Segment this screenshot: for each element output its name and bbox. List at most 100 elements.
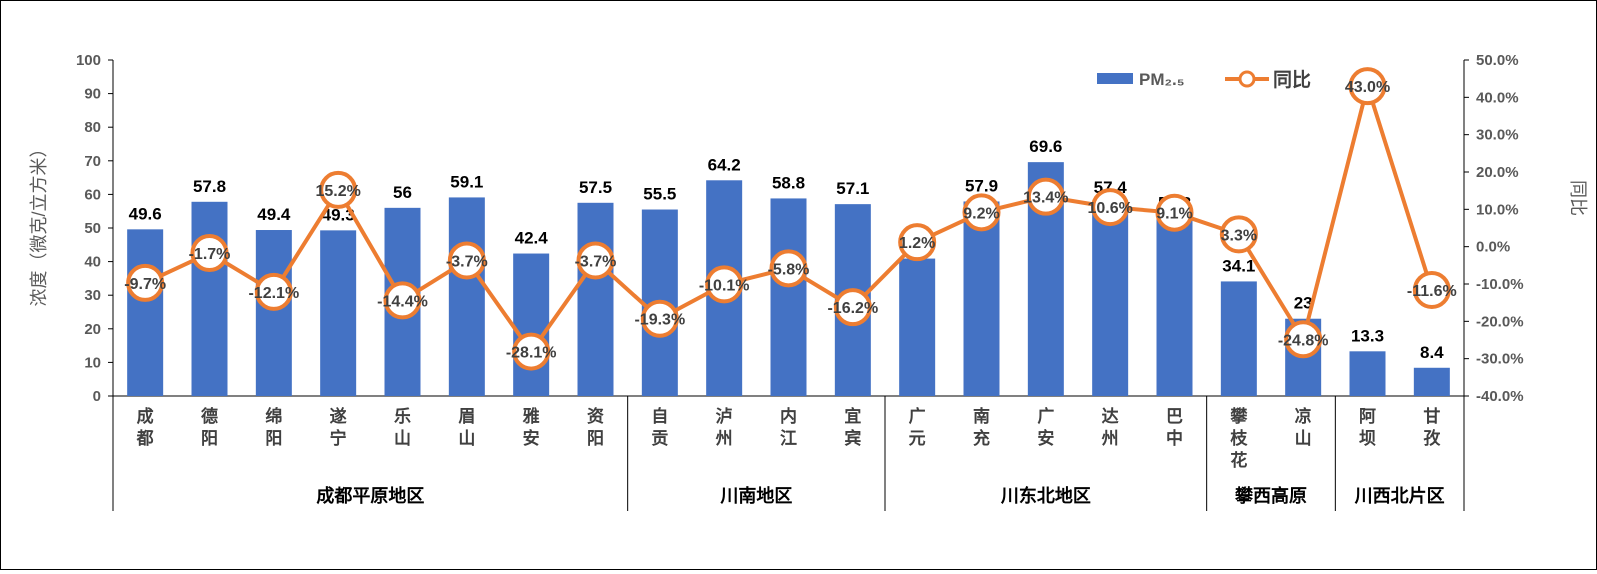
group-label: 川西北片区: [1354, 485, 1445, 506]
y-axis-title: 浓度（微克/立方米）: [29, 139, 49, 306]
bar-value-label: 13.3: [1351, 326, 1384, 345]
line-value-label: -24.8%: [1278, 332, 1329, 349]
line-value-label: -10.1%: [699, 277, 750, 294]
bar: [1156, 218, 1193, 396]
category-label: 凉山: [1295, 406, 1312, 448]
category-label: 乐山: [394, 407, 411, 448]
bar-value-label: 49.4: [257, 205, 291, 224]
bar: [1092, 203, 1129, 396]
line-marker: [447, 241, 486, 280]
bar: [127, 229, 164, 396]
bar-value-label: 56: [393, 183, 412, 202]
category-label: 成都: [136, 406, 154, 448]
category-label: 内江: [780, 406, 797, 448]
line-marker: [1348, 67, 1387, 106]
category-label: 广安: [1037, 406, 1054, 448]
bar-value-label: 42.4: [515, 229, 549, 248]
line-marker: [1091, 188, 1130, 227]
y-ticks-left: 0 10 20 30 40 50 60 70 80 90 100: [76, 52, 113, 405]
bar-value-label: 49.3: [322, 205, 355, 224]
line-value-label: 43.0%: [1345, 79, 1390, 96]
line-value-label: -14.4%: [377, 293, 428, 310]
bar: [1413, 367, 1450, 396]
bar: [899, 258, 936, 396]
line-value-label: 1.2%: [899, 235, 935, 252]
line-value-label: 15.2%: [315, 183, 360, 200]
line-value-label: -5.8%: [768, 261, 810, 278]
y2-tick-label: 20.0%: [1476, 164, 1519, 181]
line-value-label: 13.4%: [1023, 190, 1068, 207]
category-label: 德阳: [201, 406, 218, 448]
line-marker: [126, 263, 165, 302]
bar: [448, 197, 485, 396]
category-label: 雅安: [522, 406, 540, 448]
category-label: 攀枝花: [1229, 406, 1248, 470]
line-value-label: -1.7%: [189, 246, 231, 263]
line-marker: [1026, 177, 1065, 216]
category-label: 甘孜: [1423, 406, 1441, 448]
y2-tick-label: -10.0%: [1476, 276, 1524, 293]
line-marker: [640, 299, 679, 338]
y-tick-label: 80: [84, 119, 101, 136]
y-tick-label: 0: [93, 388, 101, 405]
y-tick-label: 60: [84, 186, 101, 203]
line-marker: [512, 332, 551, 371]
line-marker: [705, 265, 744, 304]
category-label: 达州: [1101, 406, 1119, 448]
y-tick-label: 40: [84, 254, 101, 271]
bar-value-label: 55.5: [643, 185, 676, 204]
bar-value-label: 57.9: [965, 176, 998, 195]
line-marker: [1219, 215, 1258, 254]
y-tick-label: 30: [84, 287, 101, 304]
line-marker: [1284, 320, 1323, 359]
y2-axis-title: 同比: [1568, 180, 1588, 216]
y2-tick-label: 30.0%: [1476, 127, 1519, 144]
group-labels: 成都平原地区 川南地区 川东北地区 攀西高原 川西北片区: [316, 396, 1445, 511]
bar: [255, 230, 292, 396]
line-value-label: -16.2%: [827, 300, 878, 317]
line-marker: [319, 170, 358, 209]
y2-tick-label: 50.0%: [1476, 52, 1519, 69]
category-label: 自贡: [651, 406, 668, 448]
legend: PM₂.₅ 同比: [1097, 69, 1311, 91]
line-value-label: 3.3%: [1221, 227, 1257, 244]
bar: [1349, 351, 1386, 396]
y2-tick-label: -40.0%: [1476, 388, 1524, 405]
line-value-label: -3.7%: [575, 253, 617, 270]
category-label: 资阳: [587, 406, 604, 448]
line-marker: [576, 241, 615, 280]
line-value-label: 9.2%: [963, 205, 999, 222]
category-label: 巴中: [1166, 407, 1183, 448]
bar: [770, 198, 807, 396]
group-label: 川南地区: [719, 485, 792, 506]
line-marker: [898, 223, 937, 262]
category-label: 广元: [909, 406, 926, 448]
legend-swatch-bar: [1097, 73, 1133, 84]
group-label: 成都平原地区: [316, 485, 424, 506]
y-tick-label: 90: [84, 86, 101, 103]
category-label: 眉山: [458, 407, 475, 448]
category-label: 宜宾: [844, 406, 861, 448]
line-marker: [254, 272, 293, 311]
bar-value-label: 8.4: [1420, 343, 1444, 362]
bar-value-label: 57.8: [193, 177, 226, 196]
y2-tick-label: 10.0%: [1476, 201, 1519, 218]
bar-value-label: 23: [1294, 294, 1313, 313]
line-series: -9.7% -1.7% -12.1% 15.2% -14.4% -3.7% -28.1% -3…: [124, 67, 1457, 371]
legend-marker-line: [1238, 70, 1256, 88]
line-value-label: 9.1%: [1156, 206, 1192, 223]
line-value-label: -3.7%: [446, 253, 488, 270]
y2-tick-label: 40.0%: [1476, 89, 1519, 106]
line-value-label: -12.1%: [248, 285, 299, 302]
y-tick-label: 10: [84, 354, 101, 371]
category-label: 泸州: [715, 407, 733, 448]
y-tick-label: 70: [84, 153, 101, 170]
line-marker: [1412, 270, 1451, 309]
y-tick-label: 100: [76, 52, 101, 69]
bar-value-label: 34.1: [1222, 256, 1255, 275]
line-value-label: -19.3%: [634, 312, 685, 329]
line-value-label: -11.6%: [1407, 283, 1457, 300]
y-tick-label: 50: [84, 220, 101, 237]
category-labels: 成都 德阳 绵阳 遂宁 乐山 眉山 雅安 资阳 自贡 泸州 内江 宜宾 广元 南充 广安 达州 巴中 攀枝花 凉山 阿…: [136, 406, 1442, 470]
